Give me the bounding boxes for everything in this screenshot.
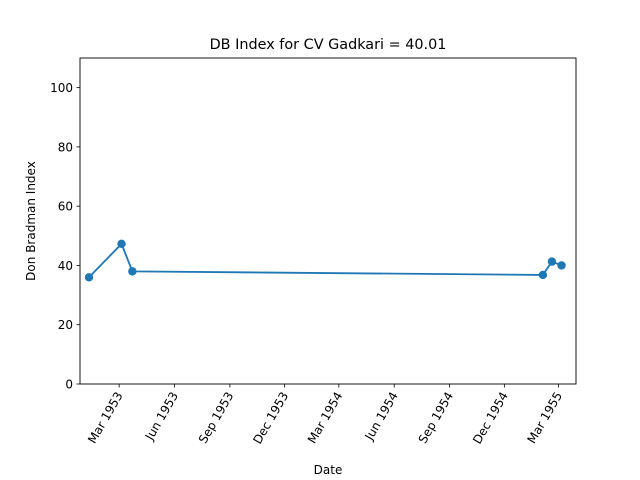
data-point <box>117 239 126 249</box>
data-point <box>538 270 548 280</box>
y-tick-label: 80 <box>58 140 73 154</box>
x-axis-label: Date <box>314 463 343 477</box>
y-tick-label: 60 <box>58 200 73 214</box>
chart-title: DB Index for CV Gadkari = 40.01 <box>210 37 447 53</box>
data-point <box>557 261 566 270</box>
y-tick-label: 0 <box>65 378 73 392</box>
plot-frame <box>79 57 577 385</box>
y-tick-label: 20 <box>58 318 73 332</box>
plot-content <box>84 239 566 282</box>
data-point <box>128 267 137 276</box>
data-point <box>84 273 94 282</box>
y-tick-label: 100 <box>50 81 73 95</box>
data-point <box>547 257 557 266</box>
y-axis-label: Don Bradman Index <box>24 161 38 281</box>
y-axis: 0 20 40 60 80 100 <box>50 81 80 392</box>
y-tick-label: 40 <box>58 259 73 273</box>
